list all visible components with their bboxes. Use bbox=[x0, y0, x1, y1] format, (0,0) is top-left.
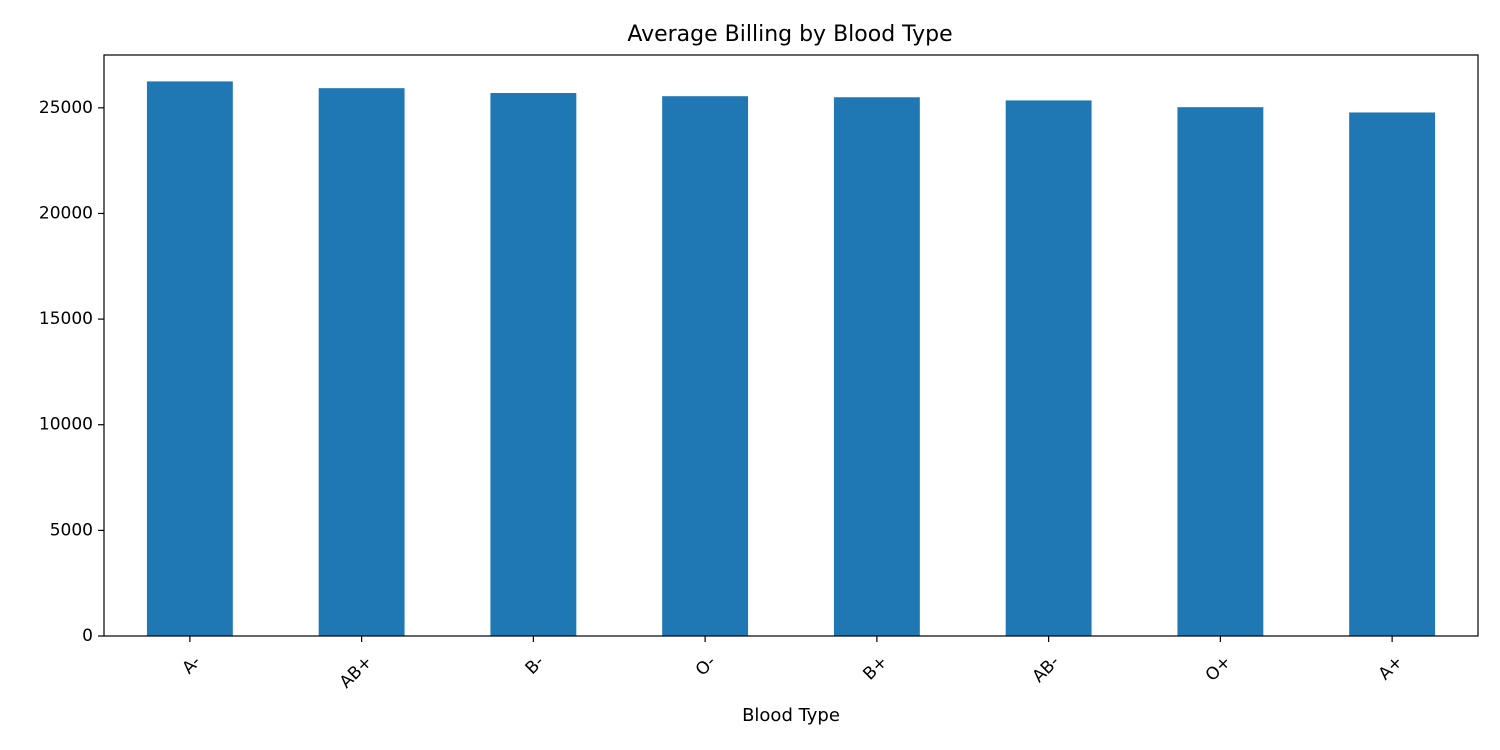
y-tick-label: 25000 bbox=[39, 98, 93, 118]
plot-frame bbox=[103, 54, 1479, 637]
y-tick-label: 5000 bbox=[50, 520, 93, 540]
x-tick-label: B+ bbox=[859, 652, 891, 684]
bar-A+ bbox=[1349, 112, 1436, 636]
x-axis-label: Blood Type bbox=[742, 705, 840, 726]
bar-O- bbox=[662, 96, 749, 636]
bar-O+ bbox=[1177, 107, 1264, 636]
chart-title: Average Billing by Blood Type bbox=[627, 22, 952, 47]
bar-AB+ bbox=[318, 88, 405, 637]
bars-group bbox=[146, 81, 1436, 637]
bar-B+ bbox=[833, 97, 920, 637]
bar-AB- bbox=[1005, 100, 1092, 636]
y-axis-ticks: 0 5000 10000 15000 20000 25000 bbox=[39, 98, 104, 646]
y-tick-label: 15000 bbox=[39, 309, 93, 329]
bar-B- bbox=[490, 93, 577, 636]
x-axis-ticks: A- AB+ B- O- B+ AB- O+ A+ bbox=[178, 636, 1407, 693]
y-tick-label: 0 bbox=[82, 626, 93, 646]
x-tick-label: AB+ bbox=[336, 652, 377, 693]
y-tick-label: 10000 bbox=[39, 415, 93, 435]
x-tick-label: A+ bbox=[1375, 652, 1407, 684]
bar-A- bbox=[146, 81, 233, 637]
x-tick-label: AB- bbox=[1029, 652, 1064, 687]
y-tick-label: 20000 bbox=[39, 203, 93, 223]
x-tick-label: O- bbox=[692, 652, 720, 680]
x-tick-label: O+ bbox=[1202, 652, 1236, 686]
x-tick-label: A- bbox=[178, 652, 204, 678]
x-tick-label: B- bbox=[522, 652, 549, 679]
